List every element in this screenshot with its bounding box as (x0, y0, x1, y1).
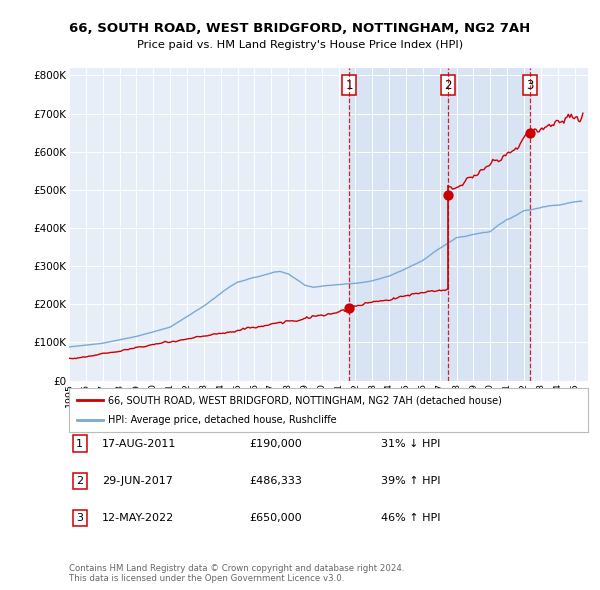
Point (526, 128, 535, 137)
Text: 17-AUG-2011: 17-AUG-2011 (102, 439, 176, 448)
Text: 66, SOUTH ROAD, WEST BRIDGFORD, NOTTINGHAM, NG2 7AH (detached house): 66, SOUTH ROAD, WEST BRIDGFORD, NOTTINGH… (108, 395, 502, 405)
Text: 46% ↑ HPI: 46% ↑ HPI (381, 513, 440, 523)
Text: HPI: Average price, detached house, Rushcliffe: HPI: Average price, detached house, Rush… (108, 415, 337, 425)
Text: £190,000: £190,000 (249, 439, 302, 448)
Text: 66, SOUTH ROAD, WEST BRIDGFORD, NOTTINGHAM, NG2 7AH: 66, SOUTH ROAD, WEST BRIDGFORD, NOTTINGH… (70, 22, 530, 35)
Text: 39% ↑ HPI: 39% ↑ HPI (381, 476, 440, 486)
Text: 2: 2 (76, 476, 83, 486)
Text: Price paid vs. HM Land Registry's House Price Index (HPI): Price paid vs. HM Land Registry's House … (137, 40, 463, 50)
Bar (349, 68, 530, 381)
Text: 1: 1 (76, 439, 83, 448)
Text: 29-JUN-2017: 29-JUN-2017 (102, 476, 173, 486)
Text: 31% ↓ HPI: 31% ↓ HPI (381, 439, 440, 448)
Text: Contains HM Land Registry data © Crown copyright and database right 2024.
This d: Contains HM Land Registry data © Crown c… (69, 563, 404, 583)
Text: 3: 3 (76, 513, 83, 523)
Point (344, 303, 354, 313)
Text: 1: 1 (346, 79, 353, 92)
Text: £650,000: £650,000 (249, 513, 302, 523)
Text: 12-MAY-2022: 12-MAY-2022 (102, 513, 174, 523)
Text: £486,333: £486,333 (249, 476, 302, 486)
Text: 3: 3 (527, 79, 534, 92)
Text: 2: 2 (445, 79, 452, 92)
Point (443, 191, 453, 200)
